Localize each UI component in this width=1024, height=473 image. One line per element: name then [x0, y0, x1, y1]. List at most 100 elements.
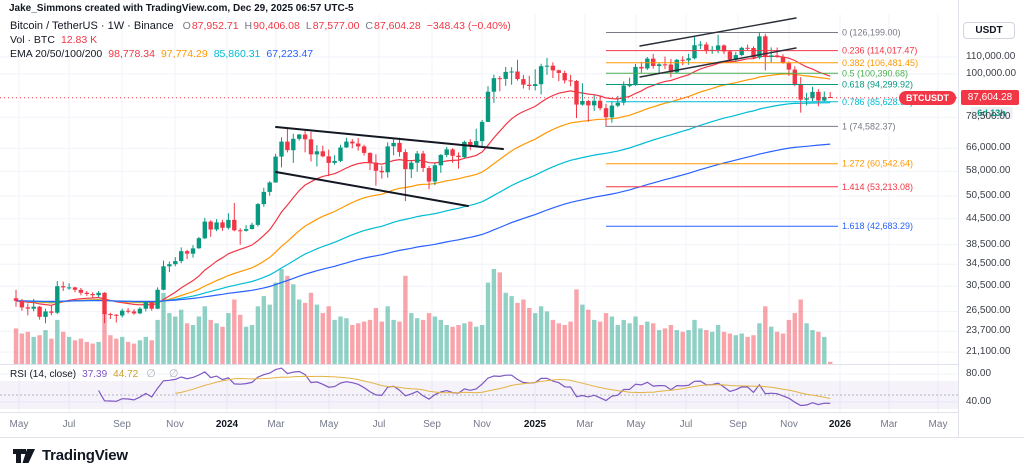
change-value: −348.43 (−0.40%): [426, 20, 511, 32]
price-tick: 26,500.00: [966, 305, 1011, 316]
fib-label: 0.618 (94,299.92): [842, 80, 913, 90]
ohlc-close: C 87,604.28: [365, 20, 420, 32]
ema-label: EMA 20/50/100/200: [10, 48, 103, 60]
symbol-price-flag: BTCUSDT: [899, 91, 956, 105]
symbol-legend[interactable]: Bitcoin / TetherUS · 1W · Binance O 87,95…: [10, 20, 511, 32]
fib-label: 0.786 (85,628.33): [842, 97, 913, 107]
fib-label: 1.618 (42,683.29): [842, 221, 913, 231]
time-tick-month: Nov: [166, 419, 184, 430]
time-tick-month: Jul: [62, 419, 76, 430]
rsi-legend[interactable]: RSI (14, close) 37.39 44.72 ∅ ∅: [10, 367, 183, 380]
price-axis-divider: [958, 0, 959, 437]
time-tick-month: Sep: [113, 419, 131, 430]
time-axis-divider: [0, 412, 1024, 413]
price-tick: 58,000.00: [966, 165, 1011, 176]
close-label: C: [365, 20, 374, 32]
fib-label: 0.236 (114,017.47): [842, 46, 917, 56]
tradingview-logo[interactable]: TradingView: [13, 446, 128, 464]
fib-retracement[interactable]: 0 (126,199.00) 0.236 (114,017.47) 0.382 (1…: [606, 28, 918, 232]
rsi-value: 37.39: [82, 369, 108, 380]
price-axis[interactable]: USDT 87,604.28 6d 13h 110,000.00 100,000.…: [959, 0, 1024, 437]
time-tick-month: May: [626, 419, 646, 430]
low-value: 87,577.00: [312, 20, 360, 32]
time-tick-month: Sep: [423, 419, 441, 430]
volume-label: Vol · BTC: [10, 34, 55, 46]
time-tick-month: Sep: [729, 419, 747, 430]
time-tick-year: 2025: [523, 419, 547, 430]
price-tick: 50,500.00: [966, 190, 1011, 201]
time-tick-year: 2026: [828, 419, 852, 430]
rsi-circle-icons: ∅ ∅: [146, 368, 184, 380]
close-value: 87,604.28: [374, 20, 421, 32]
volume-layer: [13, 269, 833, 365]
volume-value: 12.83 K: [60, 34, 98, 46]
price-tick: 78,500.00: [966, 111, 1011, 122]
open-label: O: [182, 20, 191, 32]
time-tick-month: Jul: [372, 419, 386, 430]
fib-label: 1 (74,582.37): [842, 121, 896, 131]
footer-bar: TradingView: [0, 437, 1024, 473]
price-tick: 44,500.00: [966, 213, 1011, 224]
bar-countdown-badge: 6d 13h: [970, 107, 1013, 119]
ohlc-low: L 87,577.00: [306, 20, 360, 32]
time-tick-month: Mar: [880, 419, 898, 430]
time-tick-month: Mar: [576, 419, 594, 430]
price-tick: 66,000.00: [966, 142, 1011, 153]
fib-label: 0.382 (106,481.45): [842, 58, 918, 68]
price-tick: 110,000.00: [966, 51, 1016, 62]
ema200-value: 67,223.47: [266, 48, 314, 60]
price-tick: 30,500.00: [966, 280, 1011, 291]
currency-toggle[interactable]: USDT: [963, 22, 1015, 39]
ema-legend[interactable]: EMA 20/50/100/200 98,778.34 97,774.29 85…: [10, 48, 313, 60]
tradingview-logo-text: TradingView: [42, 446, 128, 464]
high-label: H: [244, 20, 253, 32]
fib-label: 0 (126,199.00): [842, 28, 901, 38]
price-tick: 34,500.00: [966, 258, 1011, 269]
time-tick-month: Jul: [679, 419, 693, 430]
time-tick-month: May: [9, 419, 29, 430]
grid-layer: [0, 14, 958, 412]
fib-label: 1.272 (60,542.64): [842, 159, 913, 169]
rsi-pane: [0, 367, 958, 409]
tradingview-logo-icon: [13, 449, 35, 463]
time-tick-month: Nov: [780, 419, 798, 430]
price-tick: 38,500.00: [966, 239, 1011, 250]
pane-divider[interactable]: [0, 364, 1024, 365]
ohlc-high: H 90,406.08: [245, 20, 300, 32]
ema-50-line: [15, 73, 831, 304]
high-value: 90,406.08: [253, 20, 300, 32]
price-tick: 23,700.00: [966, 325, 1011, 336]
rsi-label: RSI (14, close): [10, 369, 77, 380]
price-tick: 21,100.00: [966, 346, 1011, 357]
rsi-tick: 40.00: [966, 396, 992, 407]
ema-200-line: [16, 143, 831, 303]
time-tick-month: May: [928, 419, 948, 430]
fib-label: 0.5 (100,390.68): [842, 68, 908, 78]
ema50-value: 97,774.29: [160, 48, 208, 60]
ema-lines: [15, 55, 831, 306]
volume-legend[interactable]: Vol · BTC 12.83 K: [10, 34, 97, 46]
time-tick-month: Mar: [267, 419, 285, 430]
ohlc-open: O 87,952.71: [183, 20, 239, 32]
fib-label: 1.414 (53,213.08): [842, 182, 913, 192]
candles-layer: [13, 32, 833, 324]
attribution-text: Jake_Simmons created with TradingView.co…: [9, 3, 354, 14]
low-label: L: [305, 20, 312, 32]
trendlines[interactable]: [275, 17, 797, 207]
rsi-tick: 80.00: [966, 368, 992, 379]
time-tick-year: 2024: [215, 419, 239, 430]
ema100-value: 85,860.31: [213, 48, 261, 60]
price-tick: 100,000.00: [966, 68, 1017, 79]
symbol-title: Bitcoin / TetherUS · 1W · Binance: [10, 20, 174, 32]
ema-20-line: [15, 55, 831, 306]
last-price-badge: 87,604.28: [961, 90, 1019, 105]
time-tick-month: May: [319, 419, 339, 430]
ema-100-line: [15, 102, 831, 303]
ema20-value: 98,778.34: [108, 48, 155, 60]
time-axis[interactable]: May Jul Sep Nov 2024 Mar May Jul Sep Nov 2025 Mar Ma…: [0, 413, 958, 437]
time-tick-month: Nov: [473, 419, 491, 430]
open-value: 87,952.71: [191, 20, 239, 32]
rsi-ma-line: [175, 375, 831, 399]
